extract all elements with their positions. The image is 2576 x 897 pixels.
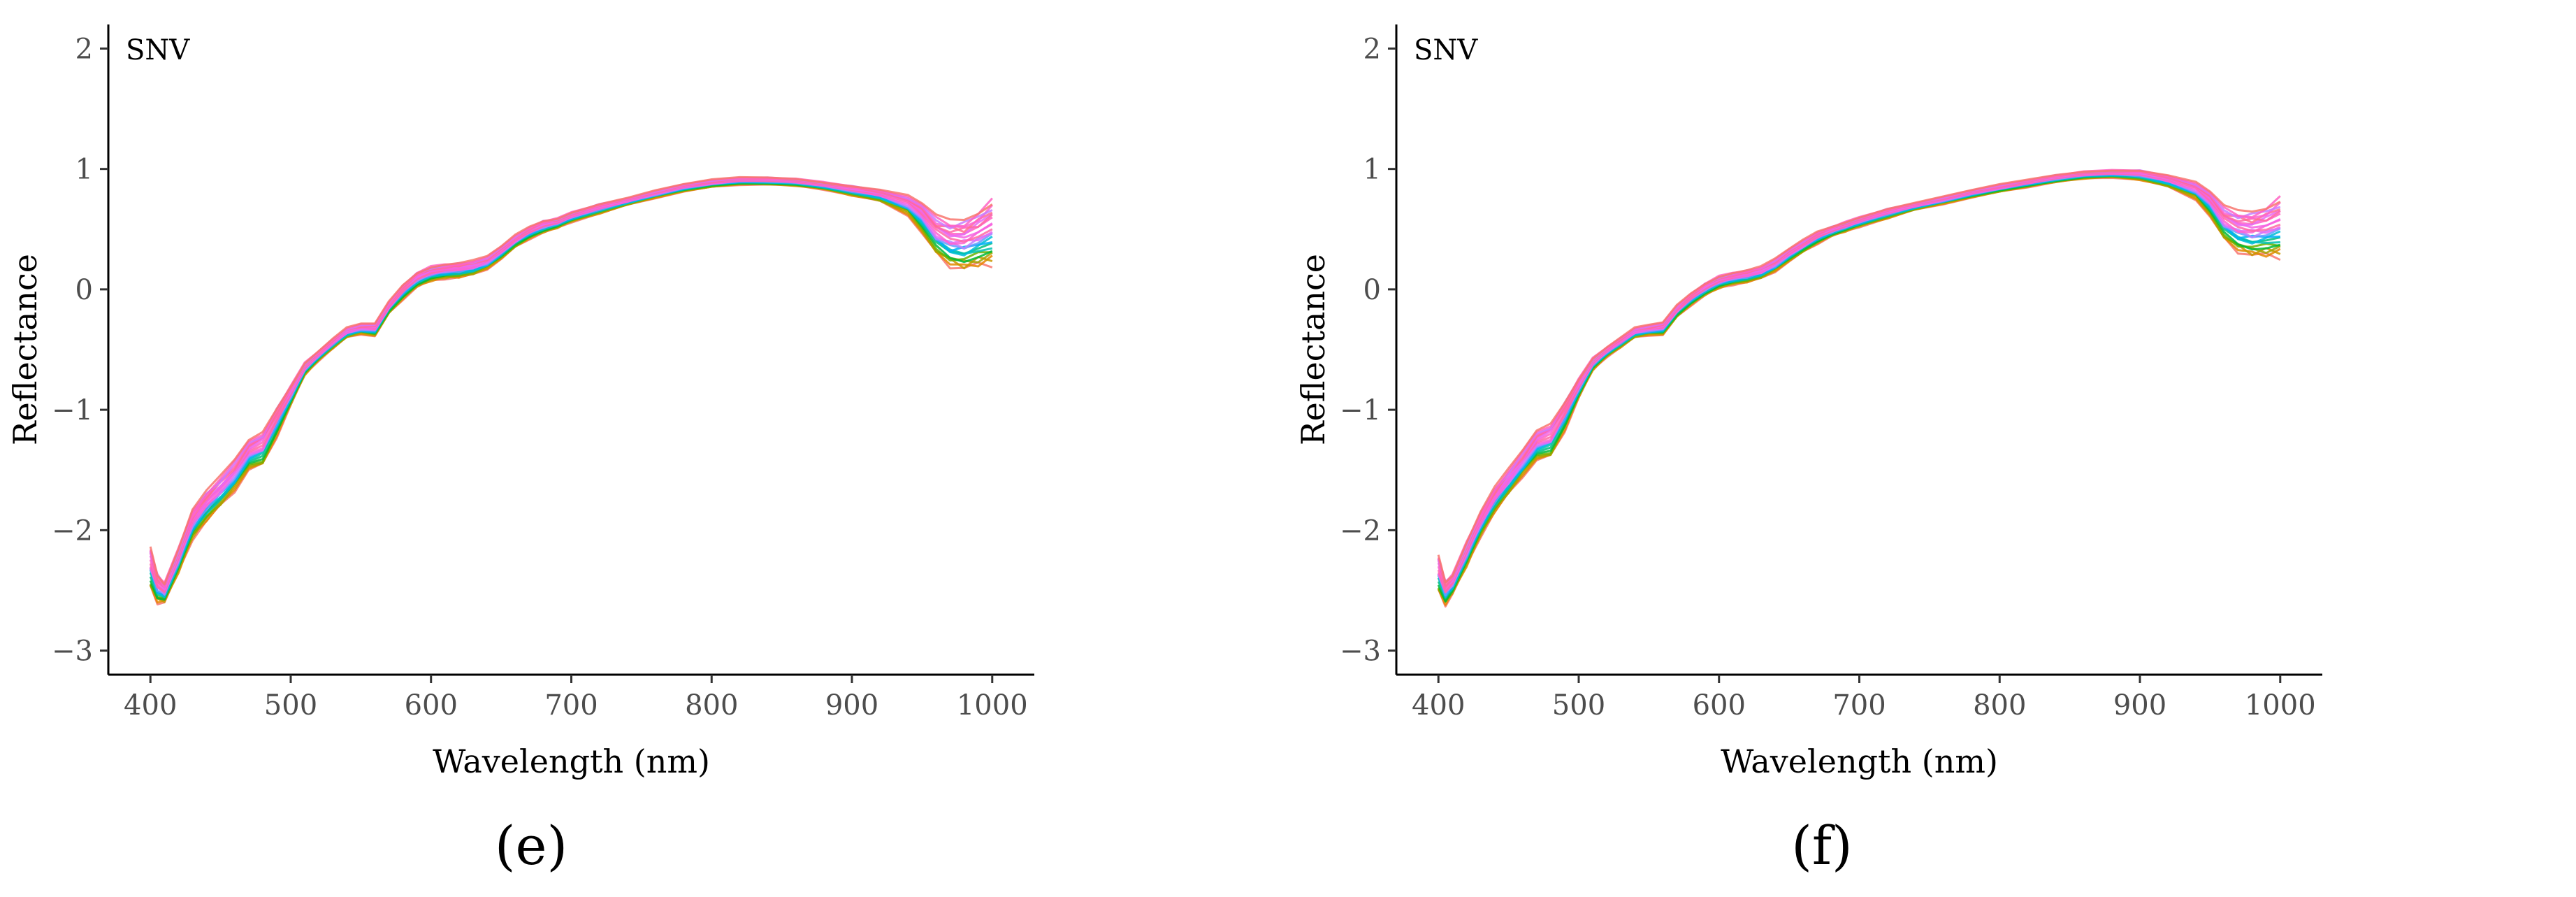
chart-f-xtick-label: 1000 xyxy=(2245,689,2316,722)
chart-e-spectrum-line xyxy=(149,177,993,587)
chart-f-spectrum-line xyxy=(1437,169,2281,584)
chart-e-ytick-label: −3 xyxy=(52,636,93,668)
chart-f-ytick-label: 0 xyxy=(1363,274,1381,306)
chart-e-xtick-label: 1000 xyxy=(957,689,1028,722)
chart-e-ytick-label: 2 xyxy=(75,33,93,65)
chart-e-spectrum-line xyxy=(149,180,993,597)
chart-f-spectrum-line xyxy=(1437,172,2281,594)
chart-e-xtick-label: 500 xyxy=(264,689,317,722)
chart-f-spectrum-line xyxy=(1437,173,2280,598)
chart-f-spectrum-line xyxy=(1437,174,2281,600)
chart-f-spectrum-line xyxy=(1437,168,2281,584)
chart-e-spectrum-line xyxy=(149,182,993,601)
chart-f-spectrum-line xyxy=(1437,175,2281,606)
chart-e-xtick-label: 700 xyxy=(544,689,598,722)
chart-f-spectrum-line xyxy=(1437,175,2281,603)
chart-f-ytick-label: 2 xyxy=(1363,33,1381,65)
chart-f-xtick-label: 800 xyxy=(1973,689,2026,722)
panel-label-f: (f) xyxy=(1791,815,1853,877)
chart-e-tag: SNV xyxy=(126,34,190,66)
chart-f-spectrum-line xyxy=(1437,174,2280,597)
chart-f-spectrum-line xyxy=(1437,175,2281,603)
chart-e-xtick-label: 800 xyxy=(685,689,738,722)
chart-e-spectrum-line xyxy=(149,178,993,589)
chart-f-spectrum-line xyxy=(1437,171,2281,590)
chart-f-plot: −3 −2 −1 0 1 2 400 500 600 700 800 900 1000 Wavelengt… xyxy=(1294,24,2322,780)
chart-e-spectrum-line xyxy=(149,182,993,603)
chart-e-spectrum-line xyxy=(149,177,993,584)
chart-e-spectrum-line xyxy=(149,177,993,589)
chart-e-spectrum-line xyxy=(149,183,993,605)
chart-e-spectrum-line xyxy=(149,179,993,594)
chart-f-spectrum-line xyxy=(1437,176,2281,603)
chart-e-xtick-label: 900 xyxy=(825,689,878,722)
chart-f-series-group xyxy=(1437,168,2281,608)
chart-f-x-axis-title: Wavelength (nm) xyxy=(1721,742,1998,780)
chart-f-spectrum-line xyxy=(1437,169,2281,582)
chart-e-spectrum-line xyxy=(149,178,993,591)
chart-e-spectrum-line xyxy=(149,176,993,586)
chart-f-xtick-label: 500 xyxy=(1552,689,1605,722)
chart-e-x-axis-title: Wavelength (nm) xyxy=(433,742,710,780)
chart-e-ytick-label: 1 xyxy=(75,154,93,186)
chart-f-tag: SNV xyxy=(1414,34,1478,66)
chart-e-y-axis-title: Reflectance xyxy=(6,254,44,445)
chart-f-xtick-label: 600 xyxy=(1693,689,1746,722)
chart-f-xtick-label: 400 xyxy=(1412,689,1465,722)
chart-e-ytick-label: −2 xyxy=(52,515,93,547)
chart-f-ytick-label: −2 xyxy=(1340,515,1381,547)
chart-f-spectrum-line xyxy=(1437,173,2281,597)
chart-e-spectrum-line xyxy=(149,179,993,596)
chart-e-ytick-label: −1 xyxy=(52,394,93,426)
chart-panel-e: −3 −2 −1 0 1 2 400 500 600 700 800 900 1000 Wavelengt… xyxy=(6,24,1034,877)
chart-f-spectrum-line xyxy=(1437,173,2281,594)
chart-e-spectrum-line xyxy=(149,182,992,600)
chart-e-spectrum-line xyxy=(149,177,993,589)
chart-f-spectrum-line xyxy=(1437,175,2281,601)
chart-e-spectrum-line xyxy=(149,182,993,601)
panel-label-e: (e) xyxy=(494,815,568,877)
chart-f-spectrum-line xyxy=(1437,171,2281,588)
chart-f-y-axis-title: Reflectance xyxy=(1294,254,1332,445)
chart-e-spectrum-line xyxy=(149,181,993,598)
chart-f-ytick-label: 1 xyxy=(1363,154,1381,186)
chart-f-spectrum-line xyxy=(1437,170,2281,587)
chart-f-spectrum-line xyxy=(1437,172,2281,594)
chart-e-spectrum-line xyxy=(149,179,993,591)
chart-f-ytick-label: −3 xyxy=(1340,636,1381,668)
chart-e-series-group xyxy=(149,175,993,605)
chart-f-spectrum-line xyxy=(1437,177,2281,608)
chart-f-xtick-label: 700 xyxy=(1832,689,1886,722)
chart-f-xtick-label: 900 xyxy=(2113,689,2166,722)
chart-e-spectrum-line xyxy=(149,182,993,604)
chart-panel-f: −3 −2 −1 0 1 2 400 500 600 700 800 900 1000 Wavelengt… xyxy=(1288,0,2576,897)
chart-f-spectrum-line xyxy=(1437,170,2281,584)
chart-f-ytick-label: −1 xyxy=(1340,394,1381,426)
chart-e-ytick-label: 0 xyxy=(75,274,93,306)
chart-f-spectrum-line xyxy=(1437,172,2281,592)
chart-e-spectrum-line xyxy=(149,175,993,586)
chart-e-spectrum-line xyxy=(149,178,993,591)
chart-f-spectrum-line xyxy=(1437,171,2281,588)
chart-e-plot: −3 −2 −1 0 1 2 400 500 600 700 800 900 1000 Wavelengt… xyxy=(6,24,1034,780)
chart-e-spectrum-line xyxy=(149,180,993,596)
chart-f-spectrum-line xyxy=(1437,170,2281,589)
chart-e-spectrum-line xyxy=(149,180,993,594)
chart-f-spectrum-line xyxy=(1437,173,2281,597)
chart-e-xtick-label: 400 xyxy=(124,689,177,722)
chart-e-xtick-label: 600 xyxy=(405,689,458,722)
chart-e-spectrum-line xyxy=(149,181,993,598)
chart-e-spectrum-line xyxy=(149,179,993,594)
